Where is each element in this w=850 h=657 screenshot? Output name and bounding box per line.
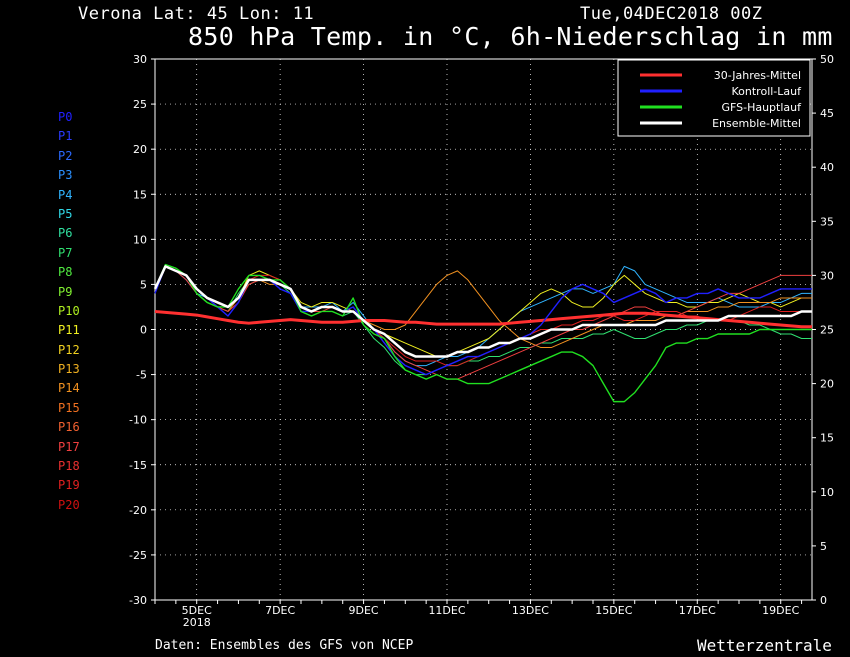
y-tick-label: -15 [129, 459, 147, 472]
legend-label: GFS-Hauptlauf [721, 101, 802, 114]
y2-tick-label: 50 [820, 53, 834, 66]
y2-tick-label: 15 [820, 432, 834, 445]
y2-tick-label: 5 [820, 540, 827, 553]
y2-tick-label: 20 [820, 378, 834, 391]
member-label: P19 [58, 478, 80, 493]
member-label: P6 [58, 226, 73, 241]
y-tick-label: -20 [129, 504, 147, 517]
legend-label: Ensemble-Mittel [712, 117, 801, 130]
x-tick-year: 2018 [183, 616, 211, 629]
member-list: P0 P1 P2 P3 P4 P5 P6 P7 P8 P9 P10 P11 P12 P13 P14 P15 P1… [58, 110, 80, 517]
member-label: P5 [58, 206, 73, 221]
x-tick-label: 19DEC [762, 604, 799, 617]
x-tick-label: 7DEC [265, 604, 295, 617]
y-tick-label: 5 [140, 278, 147, 291]
chart-title: 850 hPa Temp. in °C, 6h-Niederschlag in … [188, 22, 833, 51]
ensemble-member-line [154, 265, 812, 367]
x-tick-label: 13DEC [512, 604, 549, 617]
x-tick-label: 17DEC [679, 604, 716, 617]
member-label: P14 [58, 381, 80, 396]
ensemble-member-line [154, 265, 812, 367]
series-line [154, 263, 812, 403]
member-label: P13 [58, 362, 80, 377]
member-label: P3 [58, 168, 73, 183]
member-label: P7 [58, 245, 73, 260]
member-label: P0 [58, 110, 73, 124]
brand-label: Wetterzentrale [697, 636, 832, 655]
y2-tick-label: 10 [820, 486, 834, 499]
member-label: P10 [58, 303, 80, 318]
data-source: Daten: Ensembles des GFS von NCEP [155, 638, 414, 653]
run-datetime: Tue,04DEC2018 00Z [580, 4, 763, 24]
series-line [153, 265, 812, 358]
member-label: P15 [58, 400, 80, 415]
x-tick-label: 9DEC [349, 604, 379, 617]
member-label: P17 [58, 439, 80, 454]
member-label: P8 [58, 265, 73, 280]
station-label: Verona Lat: 45 Lon: 11 [78, 4, 315, 24]
y-tick-label: 25 [133, 98, 147, 111]
y-tick-label: 20 [133, 143, 147, 156]
member-label: P20 [58, 497, 80, 512]
y-tick-label: -5 [136, 369, 147, 382]
plot-frame [154, 58, 813, 601]
member-label: P9 [58, 284, 73, 299]
member-label: P12 [58, 342, 80, 357]
y-tick-label: -10 [129, 414, 147, 427]
y2-tick-label: 40 [820, 161, 834, 174]
member-label: P2 [58, 148, 73, 163]
member-label: P18 [58, 459, 80, 474]
y-tick-label: -30 [129, 594, 147, 607]
ensemble-member-line [154, 265, 812, 349]
x-tick-label: 11DEC [428, 604, 465, 617]
y2-tick-label: 30 [820, 269, 834, 282]
member-label: P1 [58, 129, 73, 144]
member-label: P16 [58, 420, 80, 435]
y2-tick-label: 35 [820, 215, 834, 228]
y-tick-label: 30 [133, 53, 147, 66]
y-tick-label: 0 [140, 324, 147, 337]
member-label: P11 [58, 323, 80, 338]
y2-tick-label: 25 [820, 324, 834, 337]
legend-label: 30-Jahres-Mittel [714, 69, 801, 82]
member-label: P4 [58, 187, 73, 202]
y-tick-label: 10 [133, 233, 147, 246]
x-tick-label: 5DEC [182, 604, 212, 617]
y2-tick-label: 45 [820, 107, 834, 120]
legend-label: Kontroll-Lauf [732, 85, 803, 98]
x-tick-label: 15DEC [595, 604, 632, 617]
y-tick-label: -25 [129, 549, 147, 562]
y2-tick-label: 0 [820, 594, 827, 607]
y-tick-label: 15 [133, 188, 147, 201]
series-line [154, 309, 812, 329]
